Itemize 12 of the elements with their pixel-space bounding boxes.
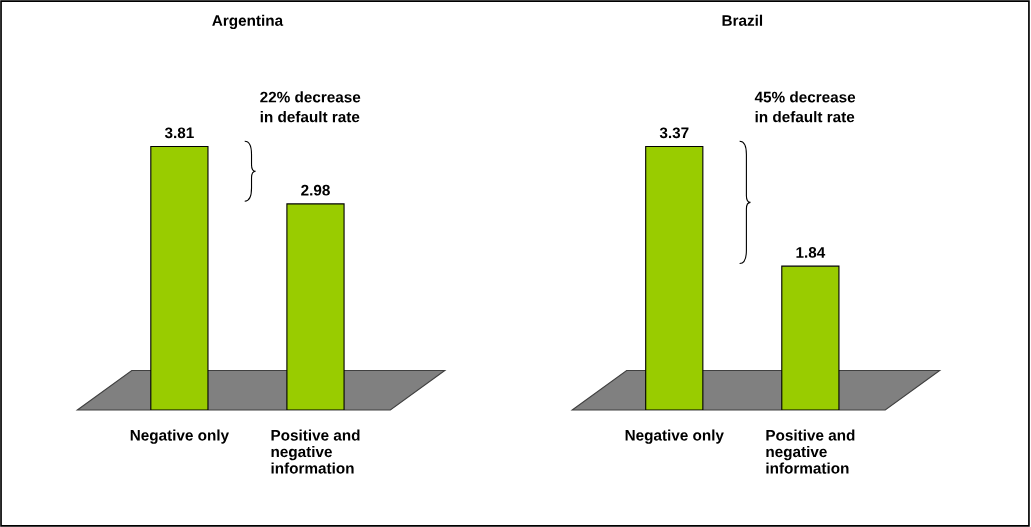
x-tick-label: Negative only [130,429,229,444]
x-tick-label: Positive and negative information [271,429,360,474]
text: 45% decrease in default rate [754,91,856,123]
chart-title: Argentina [212,14,284,30]
data-label: 2.98 [301,184,330,196]
x-tick-label: Negative only [625,429,724,444]
data-label: 3.81 [164,127,194,139]
text: 22% decrease in default rate [260,91,361,123]
data-label: 1.84 [796,247,826,258]
chart-title: Brazil [722,14,763,26]
x-tick-label: Positive and negative information [766,429,855,474]
data-label: 3.37 [659,127,689,139]
